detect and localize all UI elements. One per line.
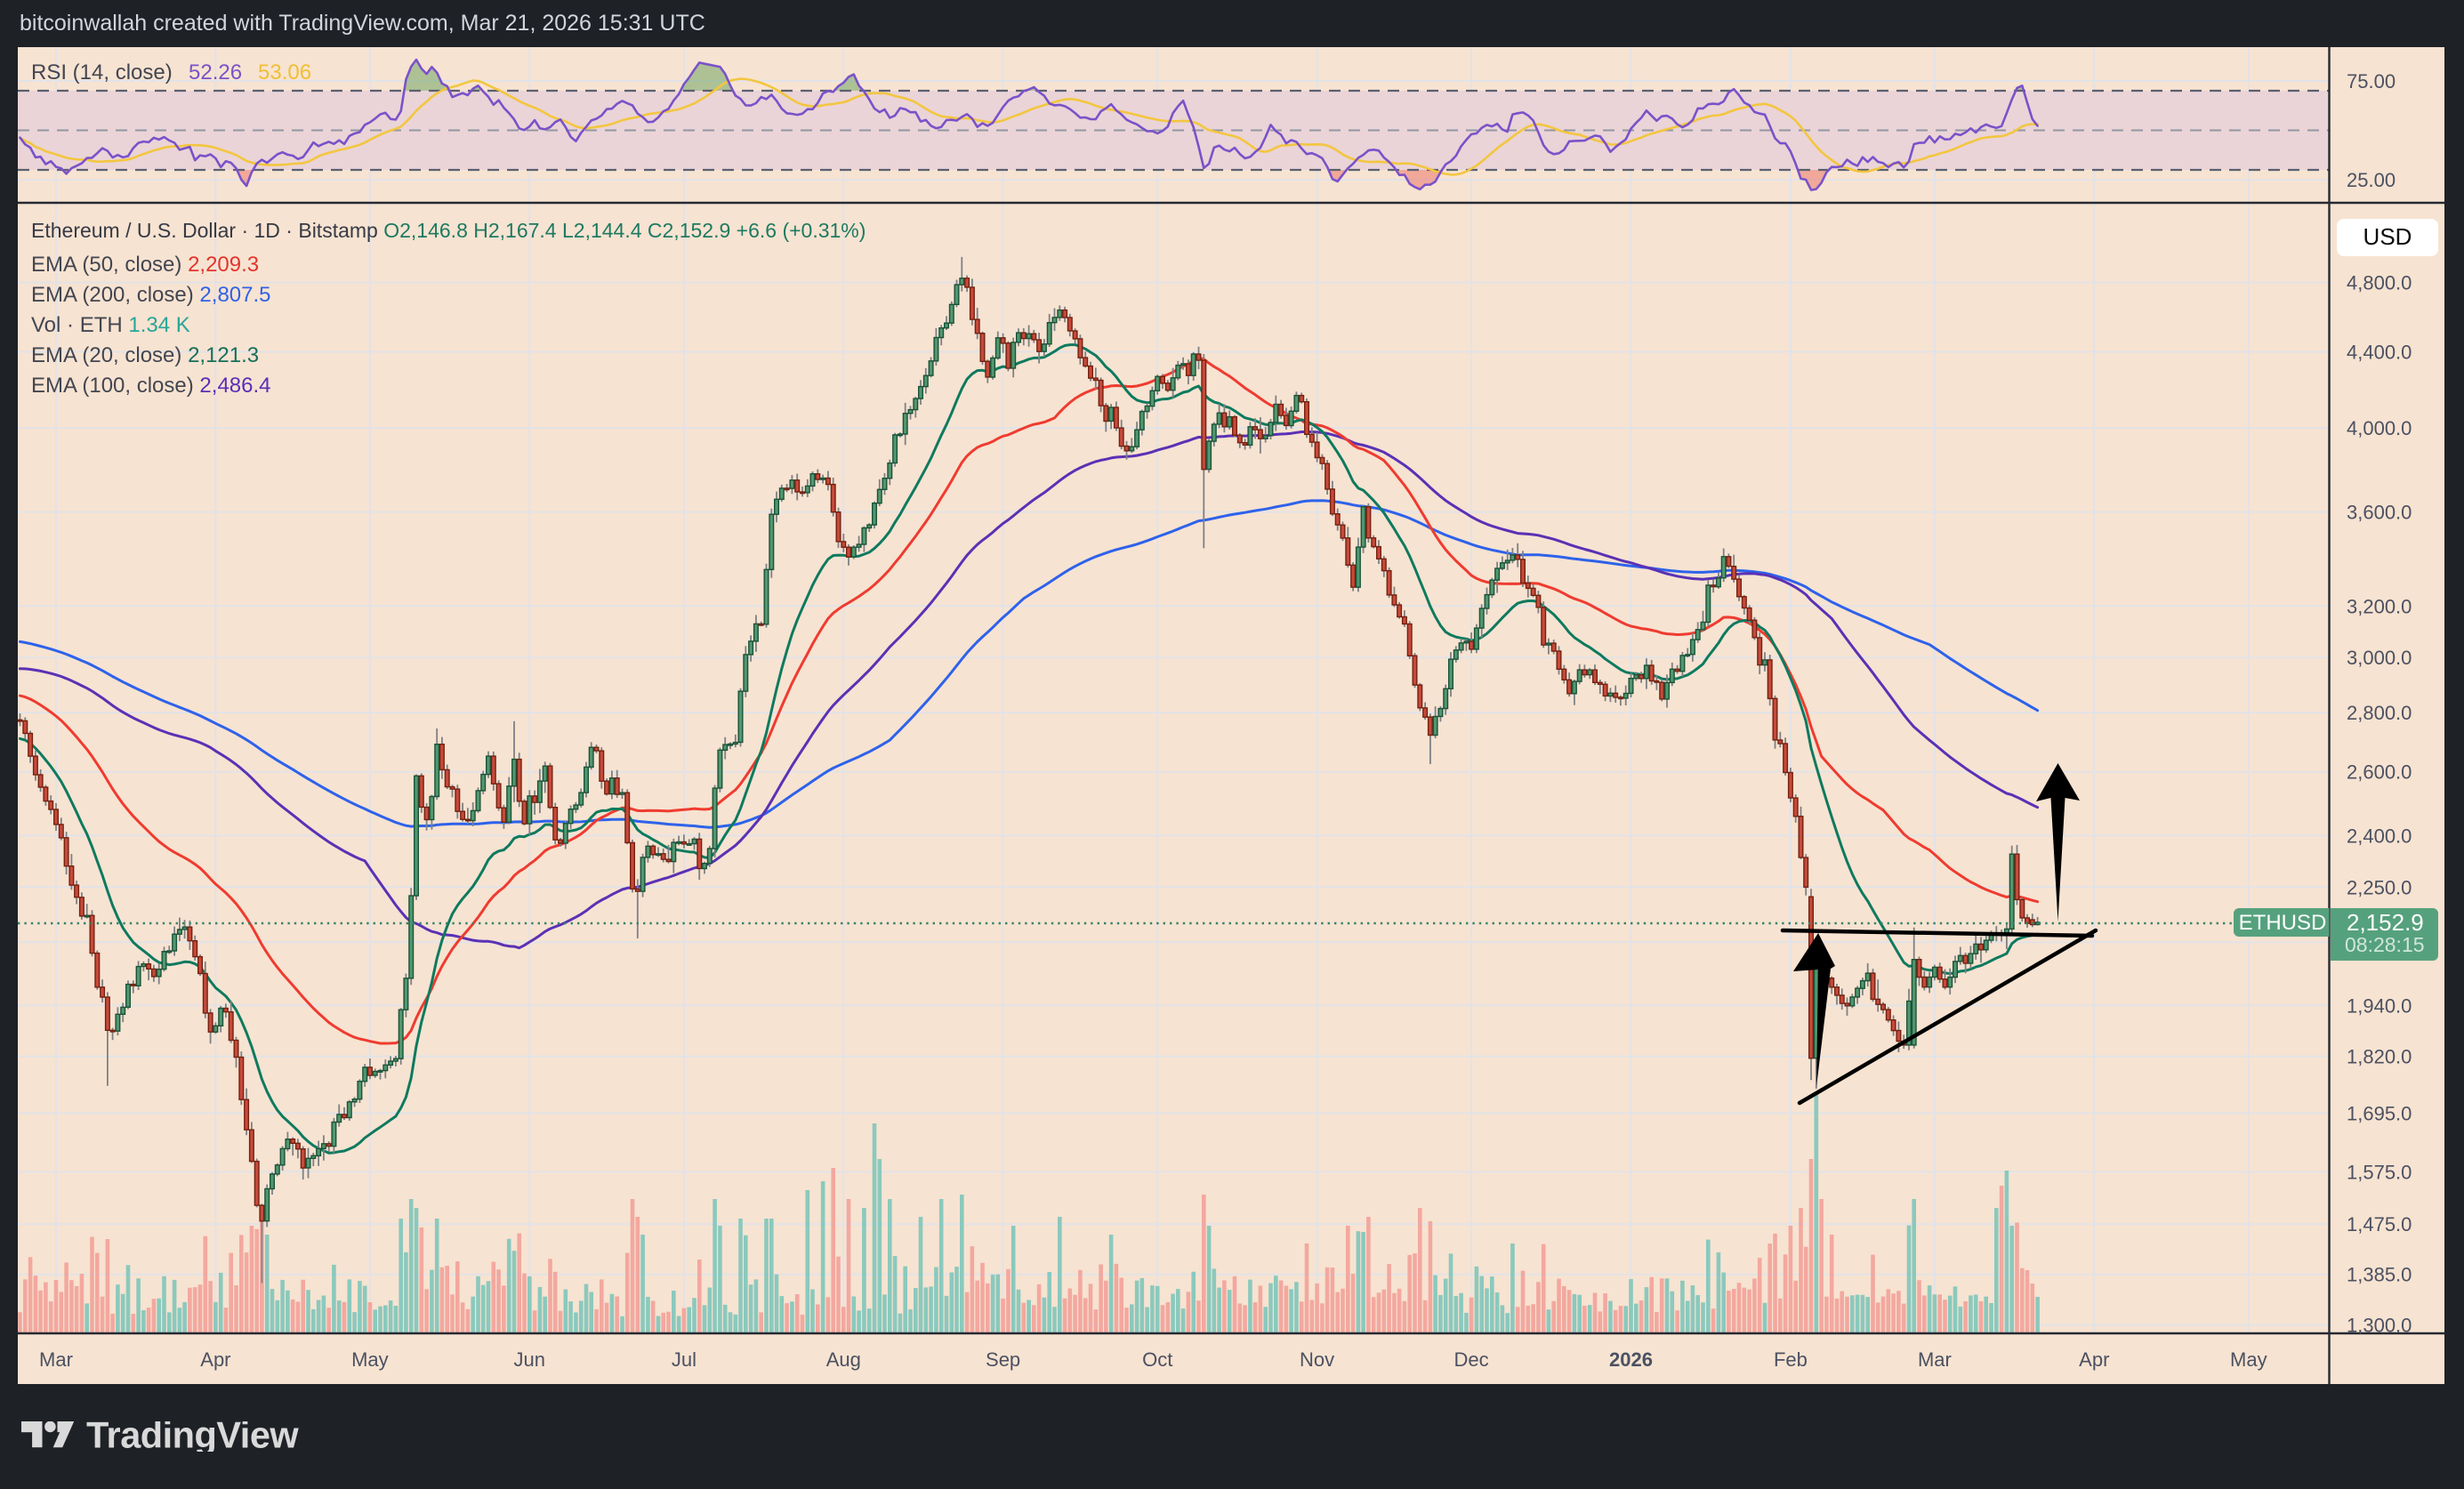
svg-text:2,400.0: 2,400.0 (2347, 825, 2412, 847)
svg-text:2,250.0: 2,250.0 (2347, 876, 2412, 898)
svg-text:May: May (351, 1348, 389, 1371)
svg-text:Apr: Apr (2079, 1348, 2109, 1371)
svg-text:Nov: Nov (1300, 1348, 1334, 1371)
svg-text:1,695.0: 1,695.0 (2347, 1103, 2412, 1125)
svg-text:RSI (14, close): RSI (14, close) (31, 60, 173, 85)
svg-text:Mar: Mar (39, 1348, 73, 1371)
svg-text:Mar: Mar (1918, 1348, 1952, 1371)
svg-text:Aug: Aug (826, 1348, 861, 1371)
svg-text:2,800.0: 2,800.0 (2347, 702, 2412, 724)
svg-text:2,152.9: 2,152.9 (2347, 909, 2424, 936)
svg-text:EMA (100, close) 2,486.4: EMA (100, close) 2,486.4 (31, 374, 271, 398)
svg-text:Ethereum / U.S. Dollar · 1D ·: Ethereum / U.S. Dollar · 1D · Bitstamp O… (31, 219, 866, 242)
svg-text:3,600.0: 3,600.0 (2347, 502, 2412, 524)
svg-text:1,940.0: 1,940.0 (2347, 994, 2412, 1017)
svg-text:53.06: 53.06 (258, 60, 311, 85)
svg-text:Jun: Jun (514, 1348, 545, 1371)
svg-text:Oct: Oct (1142, 1348, 1172, 1371)
svg-text:Vol · ETH 1.34 K: Vol · ETH 1.34 K (31, 313, 190, 337)
svg-text:25.00: 25.00 (2347, 169, 2396, 191)
svg-text:75.00: 75.00 (2347, 70, 2396, 93)
svg-text:3,200.0: 3,200.0 (2347, 595, 2412, 617)
svg-text:4,400.0: 4,400.0 (2347, 342, 2412, 364)
svg-text:Feb: Feb (1774, 1348, 1808, 1371)
svg-text:4,800.0: 4,800.0 (2347, 272, 2412, 294)
svg-text:2,600.0: 2,600.0 (2347, 761, 2412, 784)
svg-text:EMA (50, close) 2,209.3: EMA (50, close) 2,209.3 (31, 253, 259, 277)
svg-text:1,575.0: 1,575.0 (2347, 1161, 2412, 1183)
svg-text:Jul: Jul (672, 1348, 697, 1371)
svg-text:May: May (2230, 1348, 2267, 1371)
svg-text:Sep: Sep (986, 1348, 1020, 1371)
svg-text:EMA (20, close) 2,121.3: EMA (20, close) 2,121.3 (31, 343, 259, 367)
svg-text:ETHUSD: ETHUSD (2239, 911, 2327, 935)
svg-text:52.26: 52.26 (189, 60, 242, 85)
svg-text:1,820.0: 1,820.0 (2347, 1046, 2412, 1068)
svg-text:1,385.0: 1,385.0 (2347, 1264, 2412, 1286)
svg-text:08:28:15: 08:28:15 (2345, 933, 2425, 956)
svg-text:USD: USD (2363, 223, 2412, 250)
svg-text:3,000.0: 3,000.0 (2347, 647, 2412, 669)
svg-text:TradingView: TradingView (86, 1421, 299, 1452)
svg-text:1,475.0: 1,475.0 (2347, 1213, 2412, 1235)
svg-text:Apr: Apr (200, 1348, 230, 1371)
svg-text:2026: 2026 (1609, 1348, 1653, 1371)
svg-text:1,300.0: 1,300.0 (2347, 1315, 2412, 1337)
svg-text:EMA (200, close) 2,807.5: EMA (200, close) 2,807.5 (31, 283, 271, 307)
svg-text:Dec: Dec (1454, 1348, 1489, 1371)
svg-text:4,000.0: 4,000.0 (2347, 417, 2412, 439)
